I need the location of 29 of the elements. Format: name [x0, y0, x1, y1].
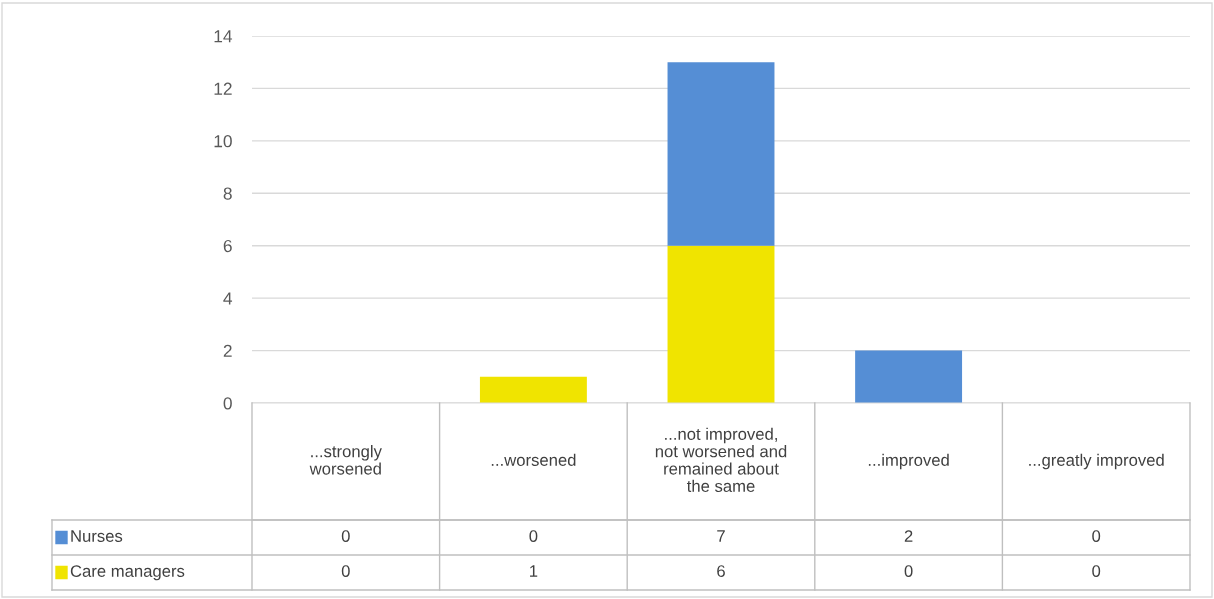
data-label: 1 [530, 565, 538, 577]
y-tick-label: 8 [223, 187, 232, 200]
y-tick-label: 12 [214, 82, 232, 95]
data-label: 0 [1092, 530, 1101, 542]
data-label: 0 [529, 530, 538, 542]
data-label: 0 [341, 565, 350, 577]
x-tick-label: ...strongly worsened [309, 445, 382, 475]
legend-label: Care managers [70, 565, 185, 581]
y-tick-label: 0 [223, 397, 232, 410]
x-tick-label: ...worsened [491, 453, 576, 466]
y-tick-label: 4 [223, 292, 233, 305]
data-label: 6 [717, 565, 725, 577]
x-tick-label: ...improved [868, 453, 949, 470]
bar [667, 245, 775, 403]
y-tick-label: 2 [223, 344, 232, 357]
x-tick-label: ...not improved, not worsened and remained about the same [655, 427, 787, 492]
data-label: 7 [717, 530, 725, 542]
data-label: 0 [904, 565, 913, 577]
data-label: 0 [341, 530, 350, 542]
legend-label: Nurses [71, 530, 123, 542]
data-label: 0 [1092, 565, 1101, 577]
bar [855, 350, 963, 403]
y-tick-label: 10 [214, 135, 232, 148]
y-tick-label: 14 [214, 30, 233, 43]
y-tick-label: 6 [223, 239, 232, 253]
bar [667, 62, 775, 246]
data-label: 2 [904, 530, 913, 542]
bar [479, 376, 587, 403]
x-tick-label: ...greatly improved [1029, 453, 1164, 470]
